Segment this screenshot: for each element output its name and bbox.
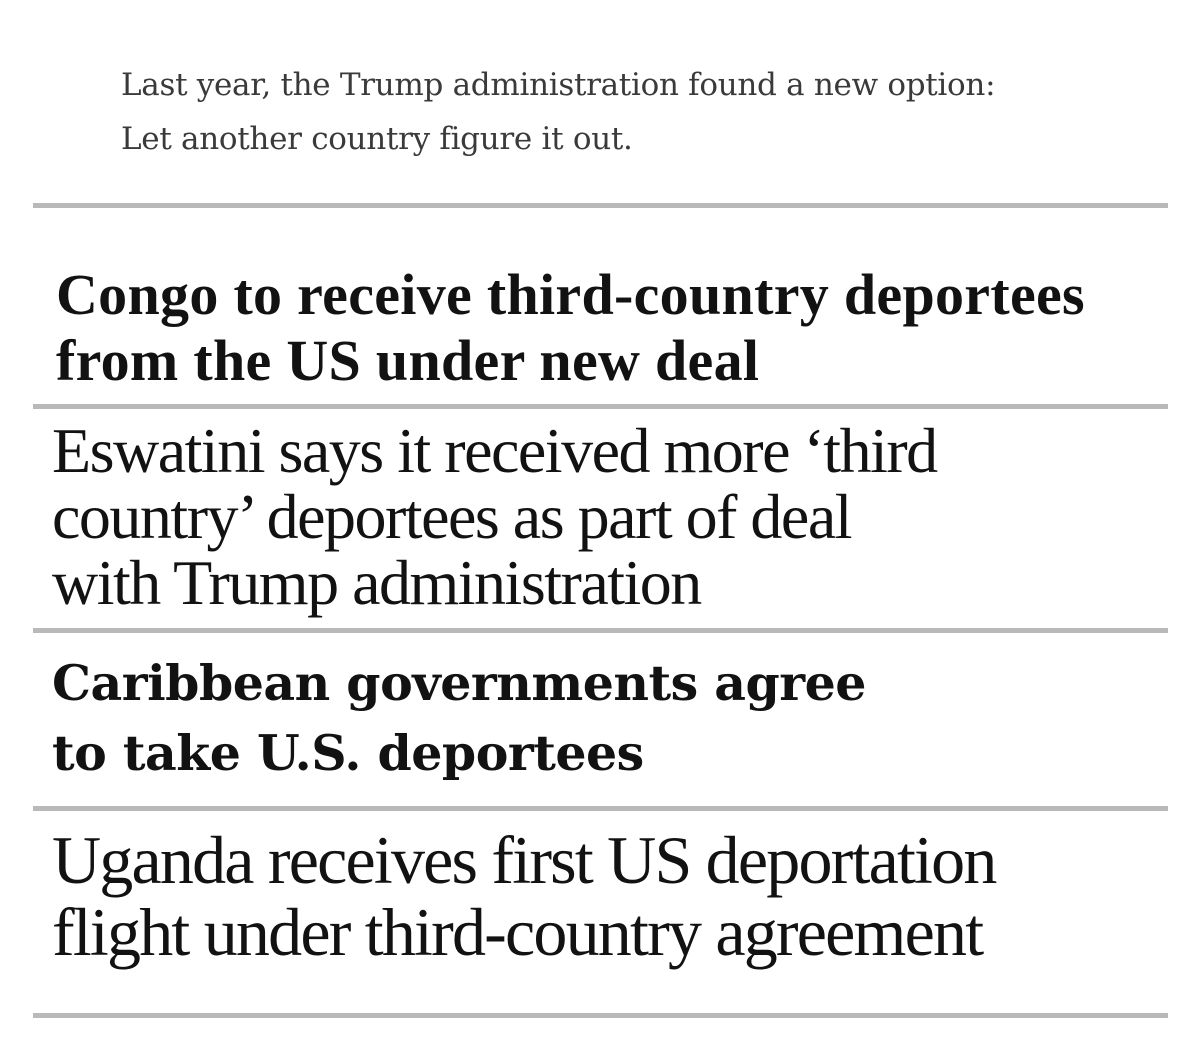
divider-3 bbox=[33, 806, 1168, 811]
headline-line: with Trump administration bbox=[52, 547, 702, 618]
headline-line: Uganda receives first US deportation bbox=[52, 822, 997, 898]
headline-line: from the US under new deal bbox=[56, 328, 760, 393]
headline-line: Eswatini says it received more ‘third bbox=[52, 415, 938, 486]
intro-line-2: Let another country figure it out. bbox=[121, 121, 633, 157]
headline-caribbean[interactable]: Caribbean governments agree to take U.S.… bbox=[52, 648, 866, 788]
divider-1 bbox=[33, 404, 1168, 409]
divider-bottom bbox=[33, 1013, 1168, 1018]
headline-line: to take U.S. deportees bbox=[52, 724, 644, 782]
intro-line-1: Last year, the Trump administration foun… bbox=[121, 67, 996, 103]
headline-line: flight under third-country agreement bbox=[52, 894, 984, 970]
divider-top bbox=[33, 203, 1168, 208]
headline-line: country’ deportees as part of deal bbox=[52, 481, 852, 552]
headline-uganda[interactable]: Uganda receives first US deportation fli… bbox=[52, 822, 997, 970]
headline-congo[interactable]: Congo to receive third-country deportees… bbox=[56, 262, 1085, 394]
headline-line: Congo to receive third-country deportees bbox=[56, 262, 1085, 327]
divider-2 bbox=[33, 628, 1168, 633]
intro-paragraph: Last year, the Trump administration foun… bbox=[121, 58, 1121, 166]
headline-line: Caribbean governments agree bbox=[52, 654, 866, 712]
headline-eswatini[interactable]: Eswatini says it received more ‘third co… bbox=[52, 415, 938, 618]
